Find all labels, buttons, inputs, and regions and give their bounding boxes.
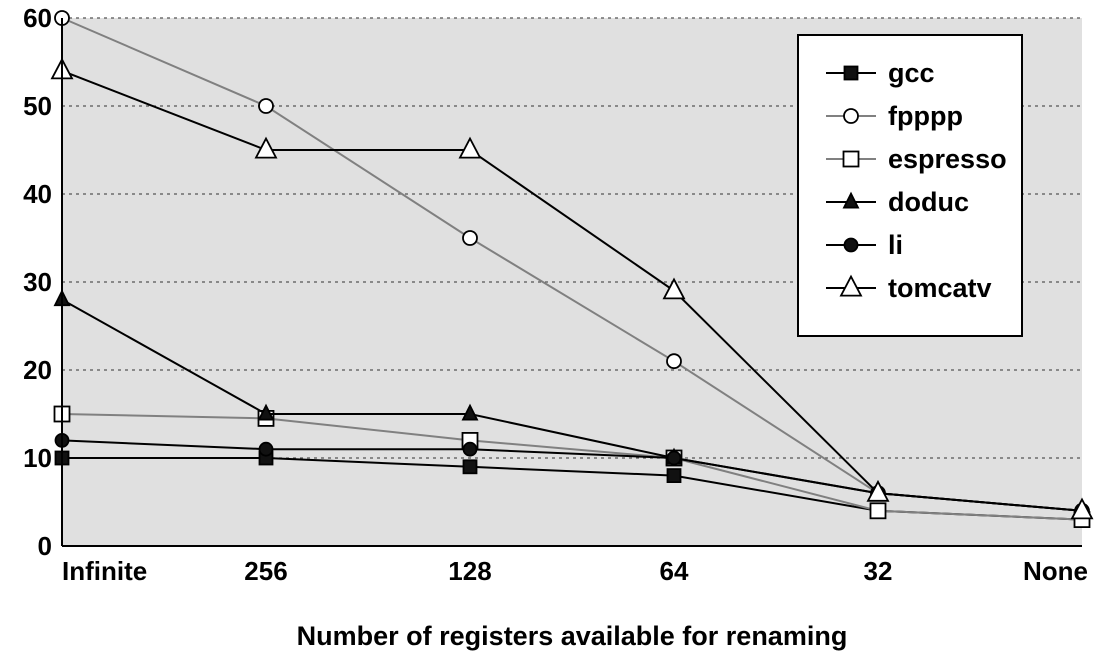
legend-item-li: li — [826, 230, 903, 260]
x-axis-title: Number of registers available for renami… — [297, 621, 848, 651]
x-tick-label: 128 — [448, 556, 491, 586]
x-tick-label: 256 — [244, 556, 287, 586]
legend-label: fpppp — [888, 101, 963, 131]
legend-marker — [839, 274, 863, 297]
data-point-tomcatv — [1070, 497, 1094, 520]
series-tomcatv — [50, 57, 1094, 520]
data-point-li — [462, 441, 478, 457]
legend: gcc fpppp espresso doduc li tomcatv — [797, 34, 1023, 337]
legend-item-fpppp: fpppp — [826, 101, 963, 131]
series-line-espresso — [61, 413, 1083, 521]
data-point-fpppp — [258, 98, 274, 114]
legend-marker — [843, 108, 859, 124]
y-tick-label: 30 — [23, 267, 52, 297]
y-tick-label: 10 — [23, 443, 52, 473]
legend-marker — [843, 65, 859, 81]
y-tick-label: 50 — [23, 91, 52, 121]
legend-label: gcc — [888, 58, 935, 88]
series-group — [50, 10, 1094, 528]
legend-item-doduc: doduc — [826, 187, 969, 217]
data-point-gcc — [462, 459, 478, 475]
x-tick-label: 64 — [660, 556, 689, 586]
legend-marker — [842, 150, 860, 168]
y-tick-label: 60 — [23, 3, 52, 33]
legend-item-gcc: gcc — [826, 58, 935, 88]
series-line-tomcatv — [61, 69, 1083, 512]
data-point-espresso — [869, 502, 887, 520]
x-tick-label: None — [1023, 556, 1088, 586]
data-point-li — [666, 450, 682, 466]
x-tick-label: 32 — [864, 556, 893, 586]
data-point-doduc — [461, 403, 479, 421]
data-point-tomcatv — [254, 136, 278, 159]
legend-box — [797, 34, 1023, 337]
data-point-tomcatv — [458, 136, 482, 159]
legend-label: li — [888, 230, 903, 260]
x-axis-ticks: Infinite 256 128 64 32 None — [62, 556, 1088, 586]
legend-label: espresso — [888, 144, 1007, 174]
legend-item-tomcatv: tomcatv — [826, 273, 992, 303]
data-point-li — [258, 441, 274, 457]
legend-label: doduc — [888, 187, 969, 217]
data-point-doduc — [257, 403, 275, 421]
legend-item-espresso: espresso — [826, 144, 1007, 174]
y-tick-label: 40 — [23, 179, 52, 209]
legend-marker — [842, 191, 860, 209]
data-point-fpppp — [462, 230, 478, 246]
data-point-tomcatv — [662, 277, 686, 300]
y-axis-ticks: 0 10 20 30 40 50 60 — [23, 3, 52, 561]
y-tick-label: 20 — [23, 355, 52, 385]
legend-label: tomcatv — [888, 273, 992, 303]
data-point-fpppp — [666, 353, 682, 370]
y-tick-label: 0 — [38, 531, 52, 561]
x-tick-label: Infinite — [62, 556, 147, 586]
data-point-tomcatv — [866, 479, 890, 502]
legend-marker — [843, 237, 859, 253]
data-point-gcc — [666, 468, 682, 484]
